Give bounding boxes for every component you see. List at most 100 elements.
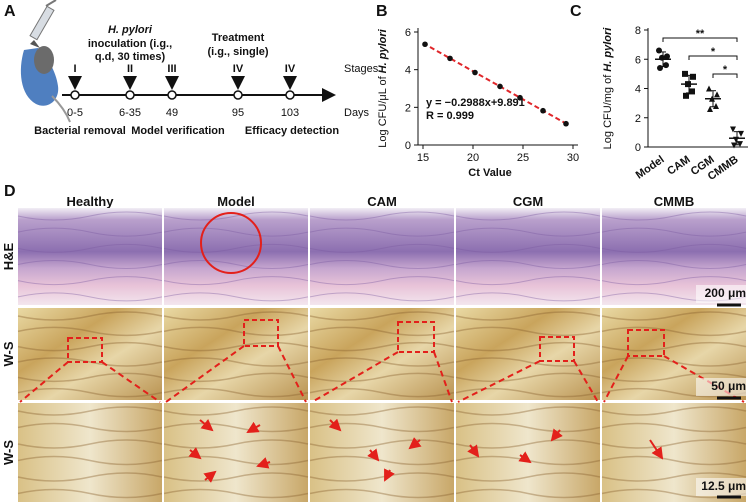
tissue-texture xyxy=(309,211,455,221)
zoom-line xyxy=(101,361,161,403)
data-point xyxy=(447,55,453,62)
tissue-texture xyxy=(163,227,309,237)
red-arrow xyxy=(408,437,422,450)
tissue-texture xyxy=(163,387,309,398)
scale-bar-bg xyxy=(696,285,748,303)
tissue-texture xyxy=(17,243,163,253)
row-label: W-S xyxy=(1,341,16,366)
micrograph xyxy=(310,208,454,305)
data-point xyxy=(738,130,744,137)
stage-point xyxy=(285,90,295,100)
annotation: R = 0.999 xyxy=(426,110,474,122)
row-label: H&E xyxy=(1,242,16,270)
tissue-texture xyxy=(455,472,601,482)
data-point xyxy=(563,120,569,127)
scale-bar-bg xyxy=(696,378,748,396)
data-point xyxy=(657,65,663,72)
stage-numeral: IV xyxy=(285,63,296,75)
micrographs: Healthy Model CAM CGM CMMB H&E W-S W-S 200 μm 50 … xyxy=(1,194,748,502)
tissue-texture xyxy=(17,227,163,237)
tissue-texture xyxy=(601,341,747,352)
red-arrow xyxy=(550,428,563,442)
data-point xyxy=(689,88,695,95)
panel-label: C xyxy=(570,3,582,20)
micrograph xyxy=(456,308,600,400)
tissue-texture xyxy=(163,211,309,221)
tissue-texture xyxy=(601,227,747,237)
timeline: Stages Days H. pylori inoculation (i.g.,… xyxy=(34,24,379,137)
data-point xyxy=(706,85,712,92)
tissue-texture xyxy=(163,292,309,302)
tissue-texture xyxy=(601,372,747,383)
red-arrow xyxy=(518,451,532,464)
tissue-texture xyxy=(17,472,163,482)
tissue-texture xyxy=(17,422,163,433)
tissue-texture xyxy=(17,387,163,398)
tissue-texture xyxy=(17,326,163,337)
y-tick-label: 6 xyxy=(635,54,641,66)
stage-point xyxy=(233,90,243,100)
tissue-texture xyxy=(17,260,163,269)
tissue-texture xyxy=(17,406,163,416)
significance-label: * xyxy=(723,64,728,76)
column-header: CGM xyxy=(513,194,543,209)
significance-bracket xyxy=(712,73,738,78)
tissue-texture xyxy=(601,211,747,221)
tissue-texture xyxy=(163,341,309,352)
y-axis-label-part: Log CFU/μL of xyxy=(377,73,389,147)
stage-day: 6-35 xyxy=(119,107,141,119)
phase: Efficacy detection xyxy=(245,125,339,137)
y-tick-label: 2 xyxy=(405,102,411,114)
zoom-box xyxy=(243,319,279,347)
tissue-texture xyxy=(17,439,163,449)
tissue-texture xyxy=(17,311,163,321)
tissue-texture xyxy=(601,311,747,321)
red-arrow xyxy=(203,470,217,483)
micrograph xyxy=(310,403,454,502)
annotation: y = −0.2988x+9.891 xyxy=(426,97,525,109)
tissue-texture xyxy=(17,341,163,352)
zoom-box xyxy=(67,337,103,363)
y-tick-label: 0 xyxy=(405,140,411,152)
tissue-texture xyxy=(601,326,747,337)
tissue-texture xyxy=(601,455,747,466)
red-arrow xyxy=(256,457,271,469)
tissue-texture xyxy=(309,243,455,253)
data-point xyxy=(517,94,523,101)
scale-bar-label: 12.5 μm xyxy=(701,479,746,493)
tissue-texture xyxy=(163,422,309,433)
tissue-texture xyxy=(163,455,309,466)
x-tick-label: 30 xyxy=(567,152,579,164)
significance-bracket xyxy=(662,37,738,42)
micrograph xyxy=(164,208,308,305)
tissue-texture xyxy=(163,488,309,499)
stage-point xyxy=(70,90,80,100)
significance-bracket xyxy=(688,55,738,60)
x-tick-label: Model xyxy=(634,154,667,182)
data-point xyxy=(540,107,546,114)
data-point xyxy=(707,105,713,112)
zoom-line xyxy=(573,360,599,403)
y-axis-label-part: H. pylori xyxy=(377,28,389,73)
scale-bar-bg xyxy=(696,478,748,496)
stage-day: 0-5 xyxy=(67,107,83,119)
y-tick-label: 0 xyxy=(635,142,641,154)
tissue-texture xyxy=(309,439,455,449)
phase: Model verification xyxy=(131,125,225,137)
y-tick-label: 2 xyxy=(635,113,641,125)
scale-bar-label: 50 μm xyxy=(711,379,746,393)
data-point xyxy=(714,91,720,98)
x-tick-label: CAM xyxy=(665,154,692,178)
x-axis-label: Ct Value xyxy=(468,167,511,179)
data-point xyxy=(664,53,670,60)
tissue-texture xyxy=(455,406,601,416)
tissue-texture xyxy=(455,422,601,433)
note: (i.g., single) xyxy=(207,46,268,58)
y-tick-label: 4 xyxy=(405,65,411,77)
stage-numeral: I xyxy=(73,63,76,75)
highlight-circle xyxy=(200,212,262,274)
tissue-texture xyxy=(163,472,309,482)
y-axis-label-part: H. pylori xyxy=(602,27,614,72)
tissue-texture xyxy=(309,387,455,398)
